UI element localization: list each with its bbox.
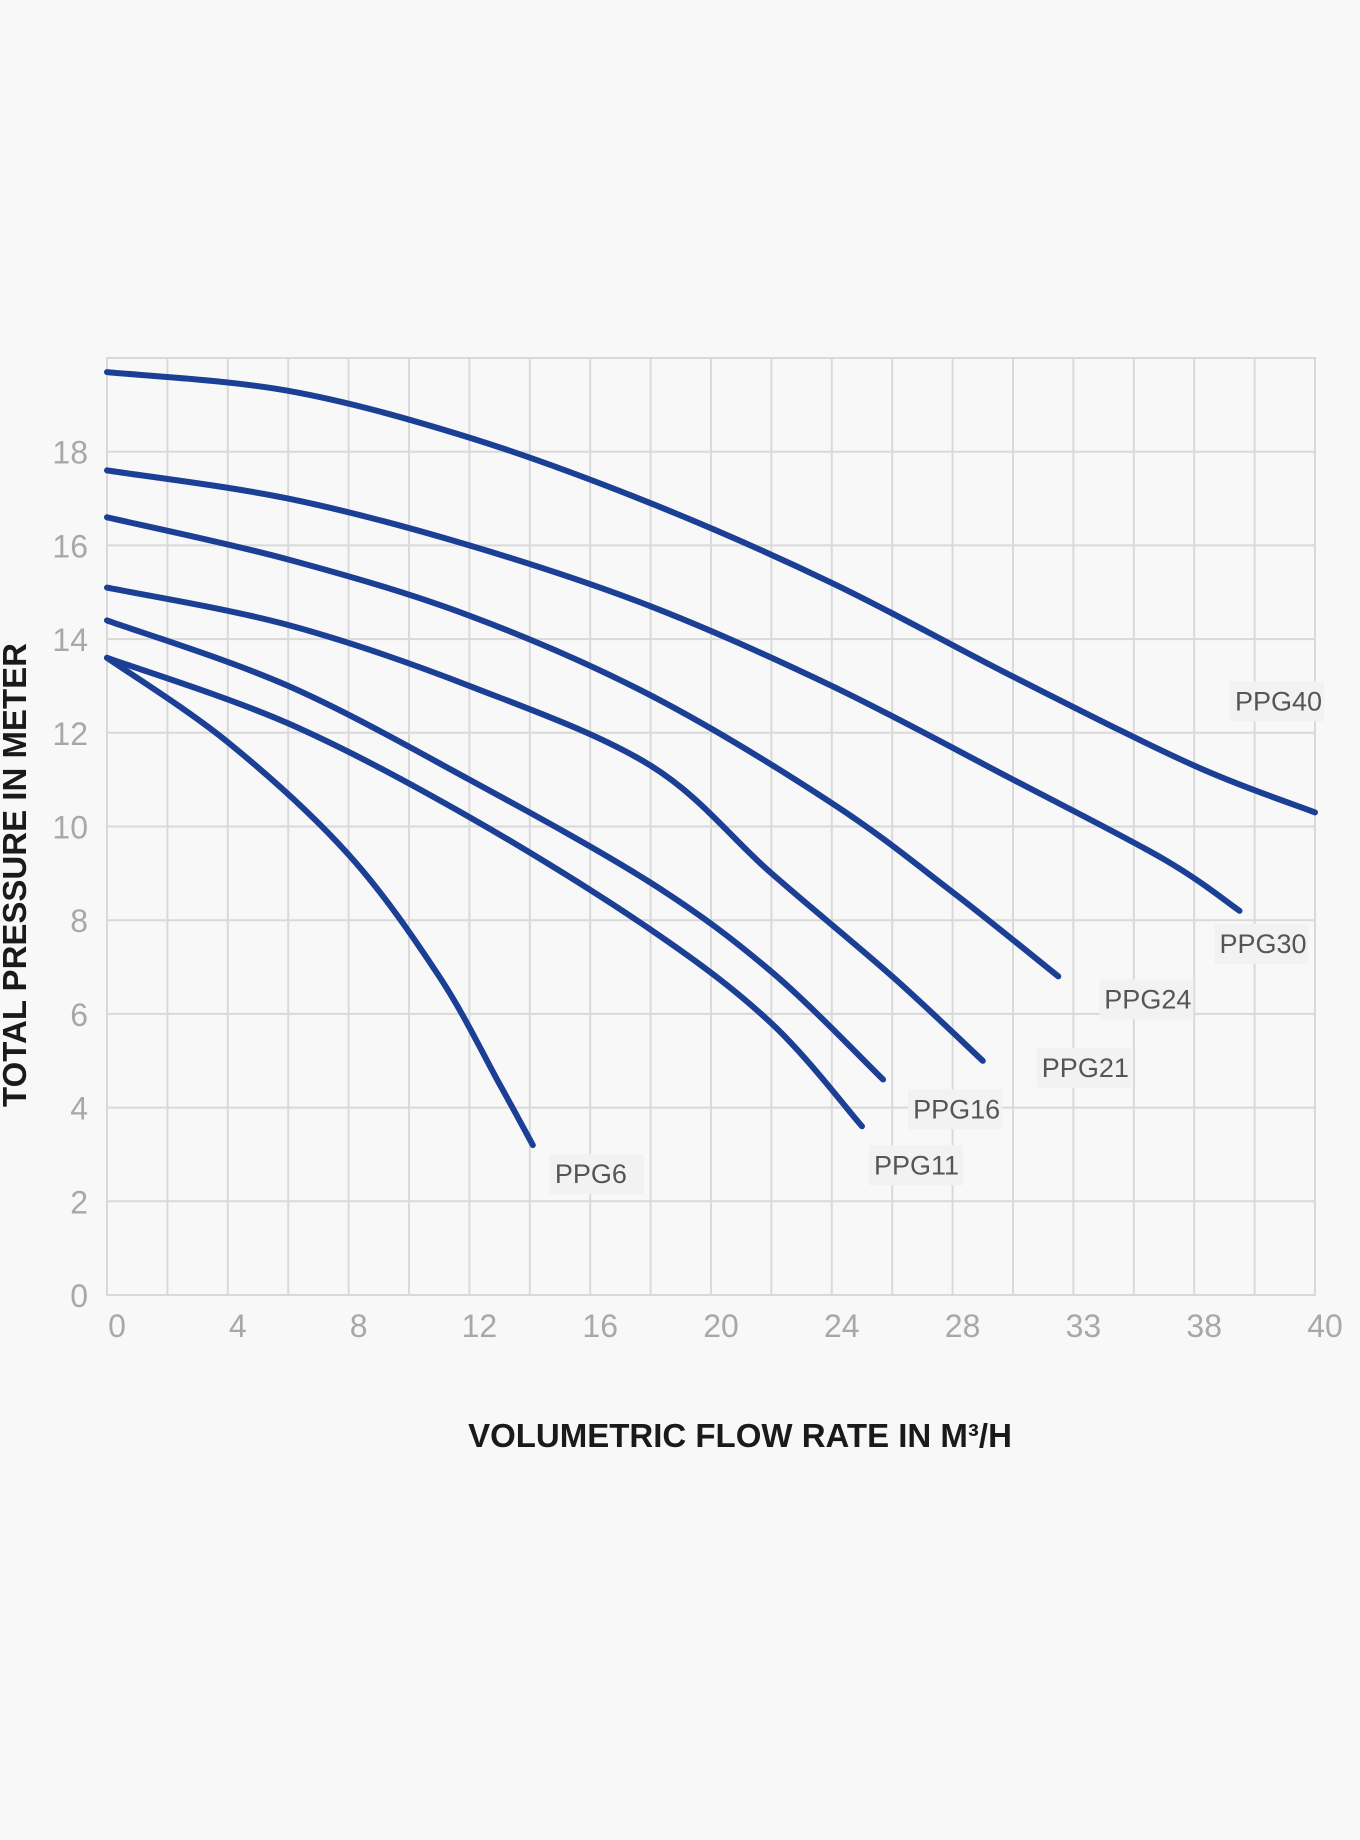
series-line-ppg6 bbox=[104, 654, 536, 1149]
x-tick-label: 8 bbox=[350, 1308, 368, 1344]
y-tick-label: 16 bbox=[52, 528, 88, 564]
plot-frame bbox=[106, 357, 1316, 1296]
series-labels: PPG40 PPG30 PPG24 PPG21 PPG16 PPG11 PPG6 bbox=[549, 681, 1324, 1195]
x-tick-label: 24 bbox=[824, 1308, 860, 1344]
series-label-ppg24: PPG24 bbox=[1104, 984, 1191, 1014]
y-axis-title: TOTAL PRESSURE IN METER bbox=[0, 643, 33, 1107]
x-tick-label: 38 bbox=[1186, 1308, 1222, 1344]
series-label-background bbox=[1036, 1047, 1131, 1088]
series-label-background bbox=[908, 1089, 1003, 1130]
series-label-ppg16: PPG16 bbox=[913, 1094, 1000, 1124]
x-axis-title: VOLUMETRIC FLOW RATE IN M³/H bbox=[468, 1417, 1012, 1454]
x-tick-label: 33 bbox=[1066, 1308, 1102, 1344]
x-tick-label: 12 bbox=[462, 1308, 498, 1344]
y-tick-label: 14 bbox=[52, 622, 88, 658]
series-label-background bbox=[1099, 979, 1194, 1020]
y-tick-label: 4 bbox=[70, 1091, 88, 1127]
series-lines bbox=[104, 369, 1318, 1149]
series-label-background bbox=[549, 1154, 644, 1195]
series-line-ppg16 bbox=[104, 617, 887, 1083]
y-tick-label: 12 bbox=[52, 716, 88, 752]
y-tick-label: 10 bbox=[52, 810, 88, 846]
x-tick-label: 28 bbox=[945, 1308, 981, 1344]
series-label-ppg30: PPG30 bbox=[1220, 929, 1307, 959]
series-label-ppg40: PPG40 bbox=[1235, 686, 1322, 716]
series-label-ppg6: PPG6 bbox=[555, 1159, 627, 1189]
series-line-ppg24 bbox=[104, 514, 1062, 980]
y-tick-label: 8 bbox=[70, 903, 88, 939]
series-line-ppg21 bbox=[104, 584, 986, 1064]
x-tick-label: 16 bbox=[582, 1308, 618, 1344]
series-label-background bbox=[869, 1145, 963, 1186]
x-tick-label: 40 bbox=[1307, 1308, 1343, 1344]
x-tick-label: 20 bbox=[703, 1308, 739, 1344]
series-label-background bbox=[1230, 681, 1324, 722]
y-tick-label: 2 bbox=[70, 1184, 88, 1220]
series-line-ppg40 bbox=[104, 369, 1318, 816]
y-tick-label: 6 bbox=[70, 997, 88, 1033]
y-tick-label: 18 bbox=[52, 435, 88, 471]
series-label-background bbox=[1214, 923, 1309, 964]
series-line-ppg11 bbox=[104, 654, 865, 1130]
y-tick-label: 0 bbox=[70, 1278, 88, 1314]
series-label-ppg11: PPG11 bbox=[874, 1150, 959, 1180]
series-line-ppg30 bbox=[104, 467, 1243, 914]
x-tick-label: 4 bbox=[229, 1308, 247, 1344]
series-label-ppg21: PPG21 bbox=[1042, 1053, 1129, 1083]
x-tick-label: 0 bbox=[108, 1308, 126, 1344]
grid bbox=[106, 357, 1316, 1296]
